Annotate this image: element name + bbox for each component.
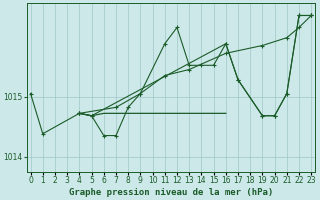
X-axis label: Graphe pression niveau de la mer (hPa): Graphe pression niveau de la mer (hPa) <box>69 188 273 197</box>
